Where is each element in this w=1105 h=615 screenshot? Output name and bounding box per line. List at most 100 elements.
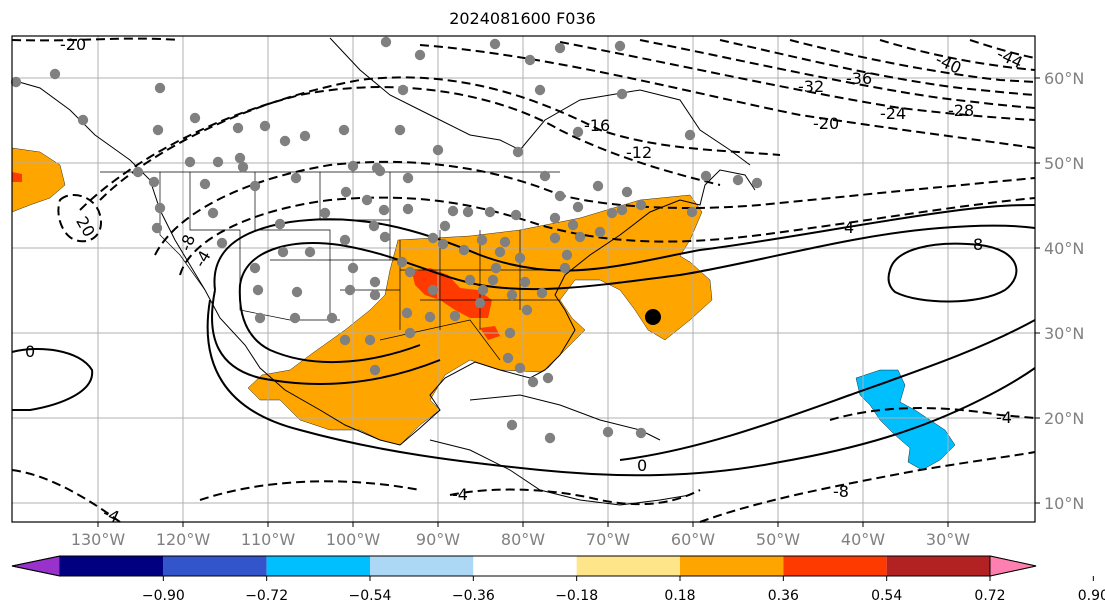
station-marker (207, 207, 219, 219)
station-marker-large (645, 309, 661, 325)
station-marker (572, 201, 584, 213)
station-marker (534, 84, 546, 96)
station-marker (361, 194, 373, 206)
station-marker (635, 427, 647, 439)
station-marker (344, 284, 356, 296)
station-marker (542, 372, 554, 384)
station-marker (490, 262, 502, 274)
station-marker (474, 297, 486, 309)
lon-label: 30°W (926, 530, 970, 549)
contour-label: -32 (798, 77, 824, 96)
station-marker (249, 262, 261, 274)
contour-label: -4 (100, 503, 122, 527)
station-marker (616, 204, 628, 216)
station-marker (402, 203, 414, 215)
station-marker (151, 222, 163, 234)
station-marker (347, 262, 359, 274)
station-marker (396, 256, 408, 268)
colorbar-tick-label: 0.18 (664, 588, 695, 604)
contour-neg-12 (79, 86, 721, 211)
station-marker (339, 334, 351, 346)
station-marker (494, 246, 506, 258)
station-marker (514, 362, 526, 374)
station-marker (259, 120, 271, 132)
station-marker (339, 234, 351, 246)
station-marker (437, 238, 449, 250)
station-marker (279, 135, 291, 147)
station-marker (77, 114, 89, 126)
station-marker (369, 276, 381, 288)
contour-0 (206, 299, 1036, 477)
colorbar-cell (473, 556, 577, 576)
contour-label: 0 (637, 456, 647, 475)
contour-4 (213, 204, 1036, 291)
station-marker (414, 49, 426, 61)
contour-0-west (11, 348, 94, 411)
station-marker (554, 190, 566, 202)
station-marker (502, 352, 514, 364)
station-marker (449, 310, 461, 322)
colorbar-tick-label: −0.72 (245, 588, 288, 604)
station-marker (290, 172, 302, 184)
contour-neg-28 (639, 39, 1036, 109)
station-marker (700, 170, 712, 182)
station-marker (232, 122, 244, 134)
contour-label: 0 (25, 342, 35, 361)
lon-label: 120°W (156, 530, 211, 549)
station-marker (369, 289, 381, 301)
contour-neg-16 (99, 76, 781, 201)
colorbar: −0.90 −0.72 −0.54 −0.36 −0.18 0.18 0.36 0.54 0.7… (11, 555, 1105, 604)
station-marker (544, 432, 556, 444)
colorbar-tick-label: 0.36 (768, 588, 799, 604)
colorbar-cell (266, 556, 370, 576)
station-marker (289, 312, 301, 324)
contour-neg-4 (179, 196, 1036, 276)
contour-label: 8 (973, 235, 983, 254)
contour-label: -36 (846, 69, 872, 88)
contour-label: -12 (626, 143, 652, 162)
station-marker (49, 68, 61, 80)
station-marker (252, 284, 264, 296)
station-marker (686, 206, 698, 218)
station-marker (404, 327, 416, 339)
station-marker (427, 232, 439, 244)
station-marker (379, 231, 391, 243)
colorbar-cell (680, 556, 784, 576)
station-marker (216, 237, 228, 249)
colorbar-tick-label: 0.54 (871, 588, 902, 604)
station-marker (464, 274, 476, 286)
station-marker (304, 246, 316, 258)
colorbar-tick-label: −0.36 (452, 588, 495, 604)
colorbar-tick-label: −0.54 (349, 588, 392, 604)
contour-label: -20 (813, 114, 839, 133)
station-marker (319, 207, 331, 219)
station-marker (154, 82, 166, 94)
contour-neg-20-west (57, 194, 102, 243)
axis-ticks (97, 77, 1040, 527)
lon-label: 90°W (416, 530, 460, 549)
station-marker (527, 376, 539, 388)
colorbar-cell (370, 556, 474, 576)
station-marker (684, 129, 696, 141)
lat-label: 30°N (1044, 324, 1084, 343)
station-marker (524, 54, 536, 66)
station-marker (254, 312, 266, 324)
lat-label: 50°N (1044, 154, 1084, 173)
station-marker (476, 234, 488, 246)
station-marker (404, 266, 416, 278)
station-marker (594, 226, 606, 238)
station-marker (751, 177, 763, 189)
station-marker (559, 262, 571, 274)
colorbar-cell (576, 556, 680, 576)
contour-neg-4-sw (199, 480, 421, 501)
contour-neg-4-se (449, 488, 701, 506)
lon-label: 130°W (71, 530, 126, 549)
contour-8-closed (887, 242, 1018, 303)
station-marker (510, 209, 522, 221)
station-marker (394, 124, 406, 136)
station-marker (237, 161, 249, 173)
lon-label: 110°W (241, 530, 296, 549)
station-marker (152, 124, 164, 136)
longitude-labels: 130°W 120°W 110°W 100°W 90°W 80°W 70°W 6… (71, 530, 970, 549)
